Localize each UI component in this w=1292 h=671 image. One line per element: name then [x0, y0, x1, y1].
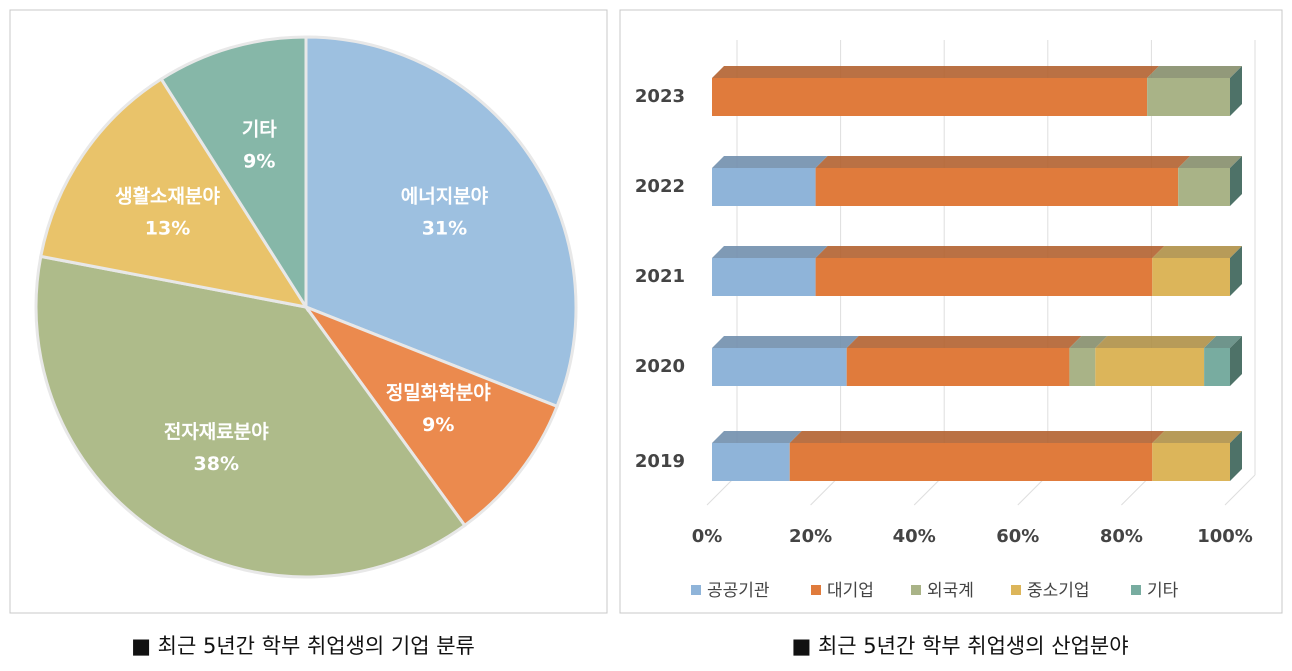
caption: ■ 최근 5년간 학부 취업생의 산업분야	[791, 634, 1128, 658]
bar-top	[815, 246, 1165, 258]
bar-top	[712, 431, 802, 443]
x-tick-label: 20%	[789, 526, 832, 547]
bar-top	[846, 336, 1082, 348]
bar-segment	[1147, 78, 1230, 116]
grid-line-floor	[1224, 474, 1256, 506]
bar-side	[1230, 66, 1242, 116]
bar-top	[1095, 336, 1217, 348]
bar-side	[1230, 246, 1242, 296]
legend-swatch	[1011, 585, 1021, 595]
x-tick-label: 0%	[692, 526, 723, 547]
bar-top	[1152, 246, 1242, 258]
slice-label: 생활소재분야	[115, 185, 220, 207]
bar-top	[789, 431, 1165, 443]
bar-segment	[712, 168, 816, 206]
pie-slice	[301, 303, 559, 528]
slice-value: 9%	[243, 151, 275, 173]
y-tick-label: 2019	[635, 451, 685, 472]
slice-label: 기타	[242, 119, 277, 141]
legend-label: 외국계	[927, 581, 974, 601]
bar-top	[815, 156, 1191, 168]
bar-top	[712, 246, 828, 258]
x-tick-label: 80%	[1100, 526, 1143, 547]
slice-label: 전자재료분야	[164, 421, 269, 443]
pie-slice	[39, 76, 310, 310]
legend-swatch	[811, 585, 821, 595]
x-tick-label: 40%	[893, 526, 936, 547]
bar-top	[712, 336, 859, 348]
bar-segment	[1178, 168, 1230, 206]
bar-segment	[846, 348, 1070, 386]
bar-top	[1152, 431, 1242, 443]
bar-segment	[789, 443, 1153, 481]
bar-side	[1230, 336, 1242, 386]
x-tick-label: 60%	[996, 526, 1039, 547]
slice-value: 31%	[422, 217, 467, 239]
pie-slice	[34, 254, 467, 579]
slice-value: 38%	[194, 453, 239, 475]
legend-label: 기타	[1147, 581, 1179, 601]
legend-label: 중소기업	[1027, 581, 1090, 601]
bar-segment	[712, 348, 847, 386]
bar-segment	[712, 443, 790, 481]
bar-segment	[1152, 258, 1230, 296]
bar-top	[712, 156, 828, 168]
legend-swatch	[691, 585, 701, 595]
bar-top	[1204, 336, 1242, 348]
bar-segment	[712, 78, 1148, 116]
legend-swatch	[1131, 585, 1141, 595]
bar-side	[1230, 156, 1242, 206]
y-tick-label: 2023	[635, 86, 685, 107]
legend-label: 대기업	[827, 581, 874, 601]
bar-top	[1147, 66, 1242, 78]
slice-label: 에너지분야	[401, 185, 489, 207]
caption: ■ 최근 5년간 학부 취업생의 기업 분류	[131, 634, 475, 658]
bar-segment	[1095, 348, 1205, 386]
y-tick-label: 2022	[635, 176, 685, 197]
legend-label: 공공기관	[707, 581, 770, 601]
bar-segment	[712, 258, 816, 296]
bar-segment	[1069, 348, 1096, 386]
bar-top	[1178, 156, 1242, 168]
bar-segment	[815, 258, 1153, 296]
pie-slice	[159, 35, 308, 313]
slice-value: 13%	[145, 217, 190, 239]
legend-swatch	[911, 585, 921, 595]
pie-slice	[304, 35, 578, 409]
bar-top	[712, 66, 1160, 78]
bar-side	[1230, 431, 1242, 481]
slice-value: 9%	[422, 414, 454, 436]
bar-segment	[1152, 443, 1230, 481]
x-tick-label: 100%	[1197, 526, 1253, 547]
y-tick-label: 2020	[635, 356, 685, 377]
bar-segment	[1204, 348, 1230, 386]
bar-segment	[815, 168, 1179, 206]
bar-top	[1069, 336, 1108, 348]
y-tick-label: 2021	[635, 266, 685, 287]
slice-label: 정밀화학분야	[386, 382, 491, 404]
